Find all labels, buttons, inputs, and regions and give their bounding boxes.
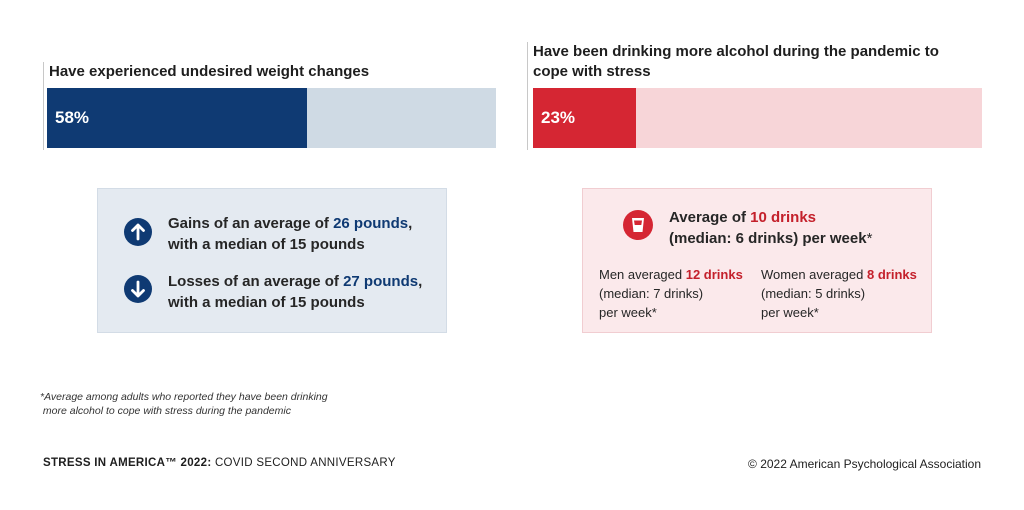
men-drinks-per-week: per week* [599,305,657,320]
footnote-line-2: more alcohol to cope with stress during … [42,405,291,417]
weight-loss-median: with a median of 15 pounds [168,294,365,311]
weight-loss-text: Losses of an average of 27 pounds, with … [168,271,443,313]
alcohol-average-number: 10 drinks [750,209,817,226]
men-drinks-number: 12 drinks [685,267,743,282]
weight-gain-text: Gains of an average of 26 pounds, with a… [168,213,443,255]
left-panel-divider [43,62,44,150]
weight-detail-box: Gains of an average of 26 pounds, with a… [97,188,447,333]
arrow-down-icon [124,275,152,303]
alcohol-chart-title-text: Have been drinking more alcohol during t… [533,43,939,80]
alcohol-bar-track: 23% [533,88,982,148]
weight-gain-prefix: Gains of an average of [168,215,334,232]
weight-gain-number: 26 pounds [333,215,409,232]
alcohol-average-text: Average of 10 drinks (median: 6 drinks) … [669,207,929,249]
alcohol-bar-fill [533,88,636,148]
women-drinks-per-week: per week* [761,305,819,320]
women-drinks-number: 8 drinks [867,267,917,282]
footer-copyright: © 2022 American Psychological Associatio… [748,457,981,471]
weight-bar-track: 58% [47,88,496,148]
footer-publication-subtitle: COVID SECOND ANNIVERSARY [211,457,396,469]
right-panel-divider [527,42,528,150]
weight-loss-comma: , [418,273,423,290]
weight-gain-median: with a median of 15 pounds [168,236,365,253]
weight-loss-number: 27 pounds [343,273,419,290]
alcohol-detail-box: Average of 10 drinks (median: 6 drinks) … [582,188,932,333]
women-drinks-prefix: Women averaged [761,267,867,282]
arrow-up-icon [124,218,152,246]
women-drinks-text: Women averaged 8 drinks (median: 5 drink… [761,265,931,322]
weight-chart-title: Have experienced undesired weight change… [49,63,370,80]
weight-bar-value-label: 58% [55,108,90,127]
alcohol-chart-title: Have been drinking more alcohol during t… [533,42,953,82]
weight-loss-prefix: Losses of an average of [168,273,344,290]
drink-glass-icon [623,210,653,240]
weight-gain-comma: , [408,215,413,232]
women-drinks-median: (median: 5 drinks) [761,286,866,301]
footnote: *Average among adults who reported they … [40,390,340,418]
weight-bar-fill [47,88,307,148]
alcohol-average-prefix: Average of [669,209,751,226]
men-drinks-prefix: Men averaged [599,267,686,282]
footnote-line-1: *Average among adults who reported they … [40,391,328,403]
footer-publication-title: STRESS IN AMERICA™ 2022: [43,457,212,469]
footer-publication: STRESS IN AMERICA™ 2022: COVID SECOND AN… [43,457,396,469]
alcohol-average-asterisk: * [866,230,873,247]
alcohol-bar-value-label: 23% [541,108,576,127]
men-drinks-median: (median: 7 drinks) [599,286,704,301]
alcohol-average-median: (median: 6 drinks) per week [669,230,867,247]
men-drinks-text: Men averaged 12 drinks (median: 7 drinks… [599,265,759,322]
